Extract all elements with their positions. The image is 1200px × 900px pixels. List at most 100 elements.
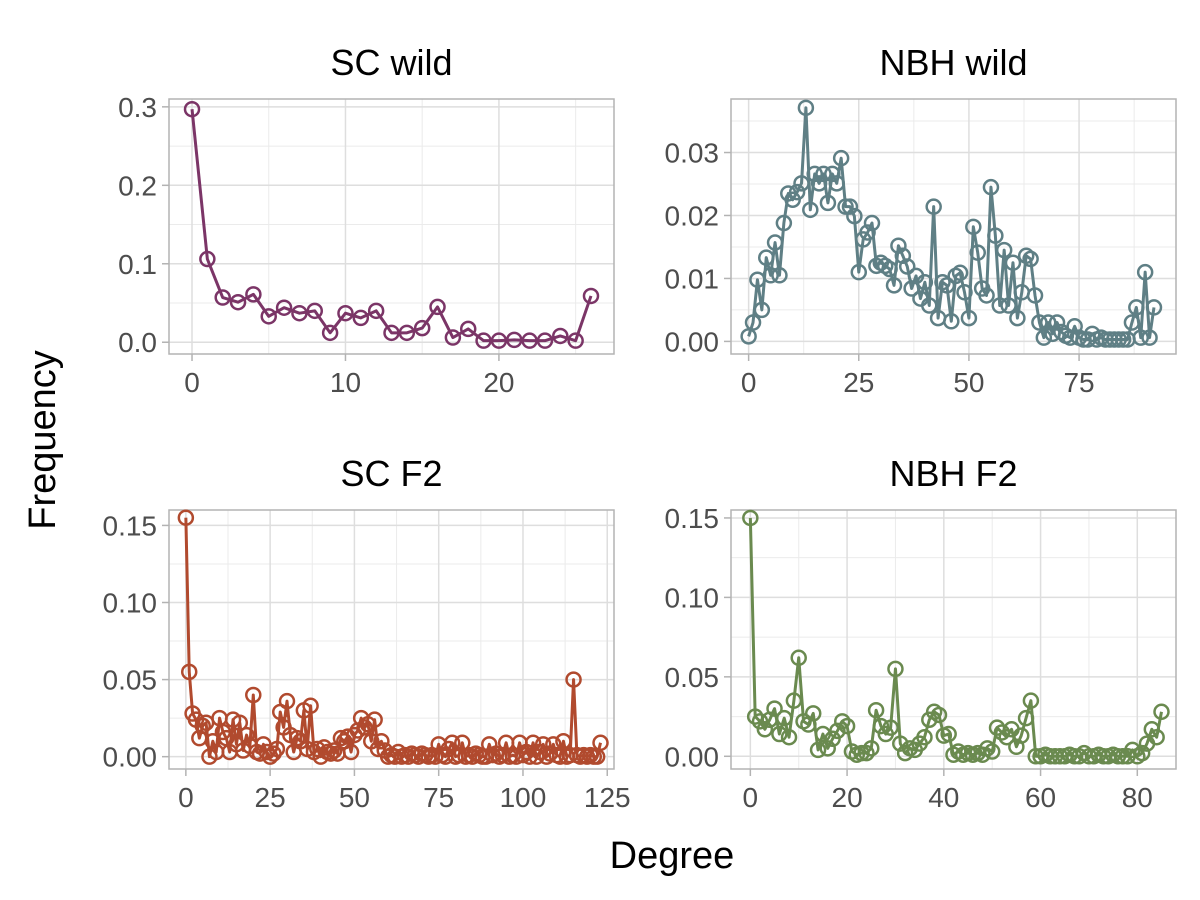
data-point: [762, 267, 779, 284]
x-tick-label: 25: [843, 367, 874, 398]
data-point: [1136, 263, 1154, 281]
data-point: [278, 692, 296, 710]
data-point: [1145, 299, 1163, 316]
data-point: [771, 725, 788, 743]
data-point: [810, 175, 828, 192]
data-point: [809, 741, 827, 759]
data-point: [898, 258, 916, 275]
data-point: [1017, 709, 1035, 727]
data-point: [837, 198, 854, 215]
series-line: [190, 109, 593, 343]
data-point: [804, 705, 822, 722]
y-tick-label: 0.00: [103, 742, 158, 773]
data-point: [194, 717, 211, 735]
data-point: [555, 733, 572, 750]
data-point: [841, 198, 859, 215]
data-point: [1035, 329, 1053, 346]
y-tick-label: 0.05: [103, 665, 158, 696]
data-point: [993, 724, 1011, 741]
data-point: [882, 719, 899, 736]
data-point: [366, 711, 383, 728]
data-point: [1133, 744, 1151, 762]
data-point: [753, 301, 771, 319]
data-point: [819, 740, 836, 757]
data-point: [444, 329, 462, 346]
panel-nbh-wild: 0 25 50 75 0.00 0.01 0.02 0.03 NBH wild: [665, 42, 1177, 398]
data-point: [956, 284, 973, 301]
data-point: [1022, 250, 1039, 268]
panel-border: [168, 98, 615, 355]
data-point: [229, 293, 247, 311]
x-tick-label: 20: [483, 367, 514, 398]
data-point: [951, 264, 969, 282]
data-point: [490, 332, 508, 349]
data-point: [846, 207, 863, 225]
data-point: [766, 700, 783, 717]
data-point: [978, 287, 995, 304]
y-tick-label: 0.10: [665, 582, 720, 613]
x-tick-label: 60: [1025, 782, 1056, 813]
data-point: [1004, 254, 1022, 271]
data-point: [775, 709, 793, 727]
data-point: [824, 165, 841, 183]
data-point: [881, 260, 898, 278]
data-point: [180, 663, 198, 681]
data-point: [288, 729, 306, 747]
panel-border: [730, 509, 1177, 770]
data-point: [356, 719, 373, 736]
x-tick-label: 0: [178, 782, 194, 813]
data-point: [991, 297, 1009, 314]
data-point: [940, 725, 957, 743]
data-point: [551, 748, 569, 765]
panel-sc-wild: 0 10 20 0.0 0.1 0.2 0.3 SC wild: [118, 42, 615, 398]
data-point: [1128, 299, 1145, 316]
data-point: [475, 332, 492, 349]
x-tick-label: 50: [953, 367, 984, 398]
data-point: [943, 313, 960, 330]
y-tick-label: 0.2: [118, 170, 157, 201]
y-tick-label: 0.1: [118, 249, 157, 280]
data-point: [565, 671, 582, 688]
data-point: [521, 332, 538, 349]
x-tick-label: 50: [339, 782, 370, 813]
data-point: [383, 324, 400, 342]
data-point: [969, 244, 986, 261]
data-point: [802, 201, 819, 219]
data-point: [780, 728, 798, 746]
data-point: [214, 289, 231, 306]
y-tick-label: 0.01: [665, 263, 720, 294]
data-point: [245, 286, 262, 303]
data-point: [367, 302, 385, 320]
x-tick-label: 100: [500, 782, 547, 813]
data-point: [177, 509, 195, 526]
data-point: [793, 175, 810, 192]
data-point: [536, 332, 554, 349]
panel-title: NBH wild: [879, 42, 1027, 83]
data-point: [850, 263, 868, 281]
data-point: [1048, 314, 1066, 331]
panel-border: [168, 509, 615, 770]
data-point: [231, 714, 249, 731]
data-point: [965, 218, 982, 236]
data-point: [885, 277, 903, 294]
data-point: [291, 304, 308, 322]
data-point: [797, 99, 815, 117]
data-point: [921, 297, 938, 314]
data-point: [302, 697, 319, 715]
data-point: [1022, 692, 1040, 709]
data-point: [413, 319, 431, 337]
data-point: [788, 183, 806, 201]
y-tick-label: 0.00: [665, 326, 720, 357]
data-point: [995, 241, 1013, 259]
data-point: [930, 706, 948, 724]
data-point: [373, 733, 390, 750]
x-tick-label: 80: [1122, 782, 1153, 813]
data-point: [429, 298, 446, 316]
data-point: [567, 332, 584, 349]
data-point: [337, 304, 354, 322]
data-point: [592, 734, 609, 752]
panel-sc-f2: 0 25 50 75 100 125 0.00 0.05 0.10 0.15 SC F2: [103, 453, 631, 813]
data-point: [815, 165, 832, 183]
data-point: [838, 717, 856, 735]
data-point: [863, 214, 881, 232]
